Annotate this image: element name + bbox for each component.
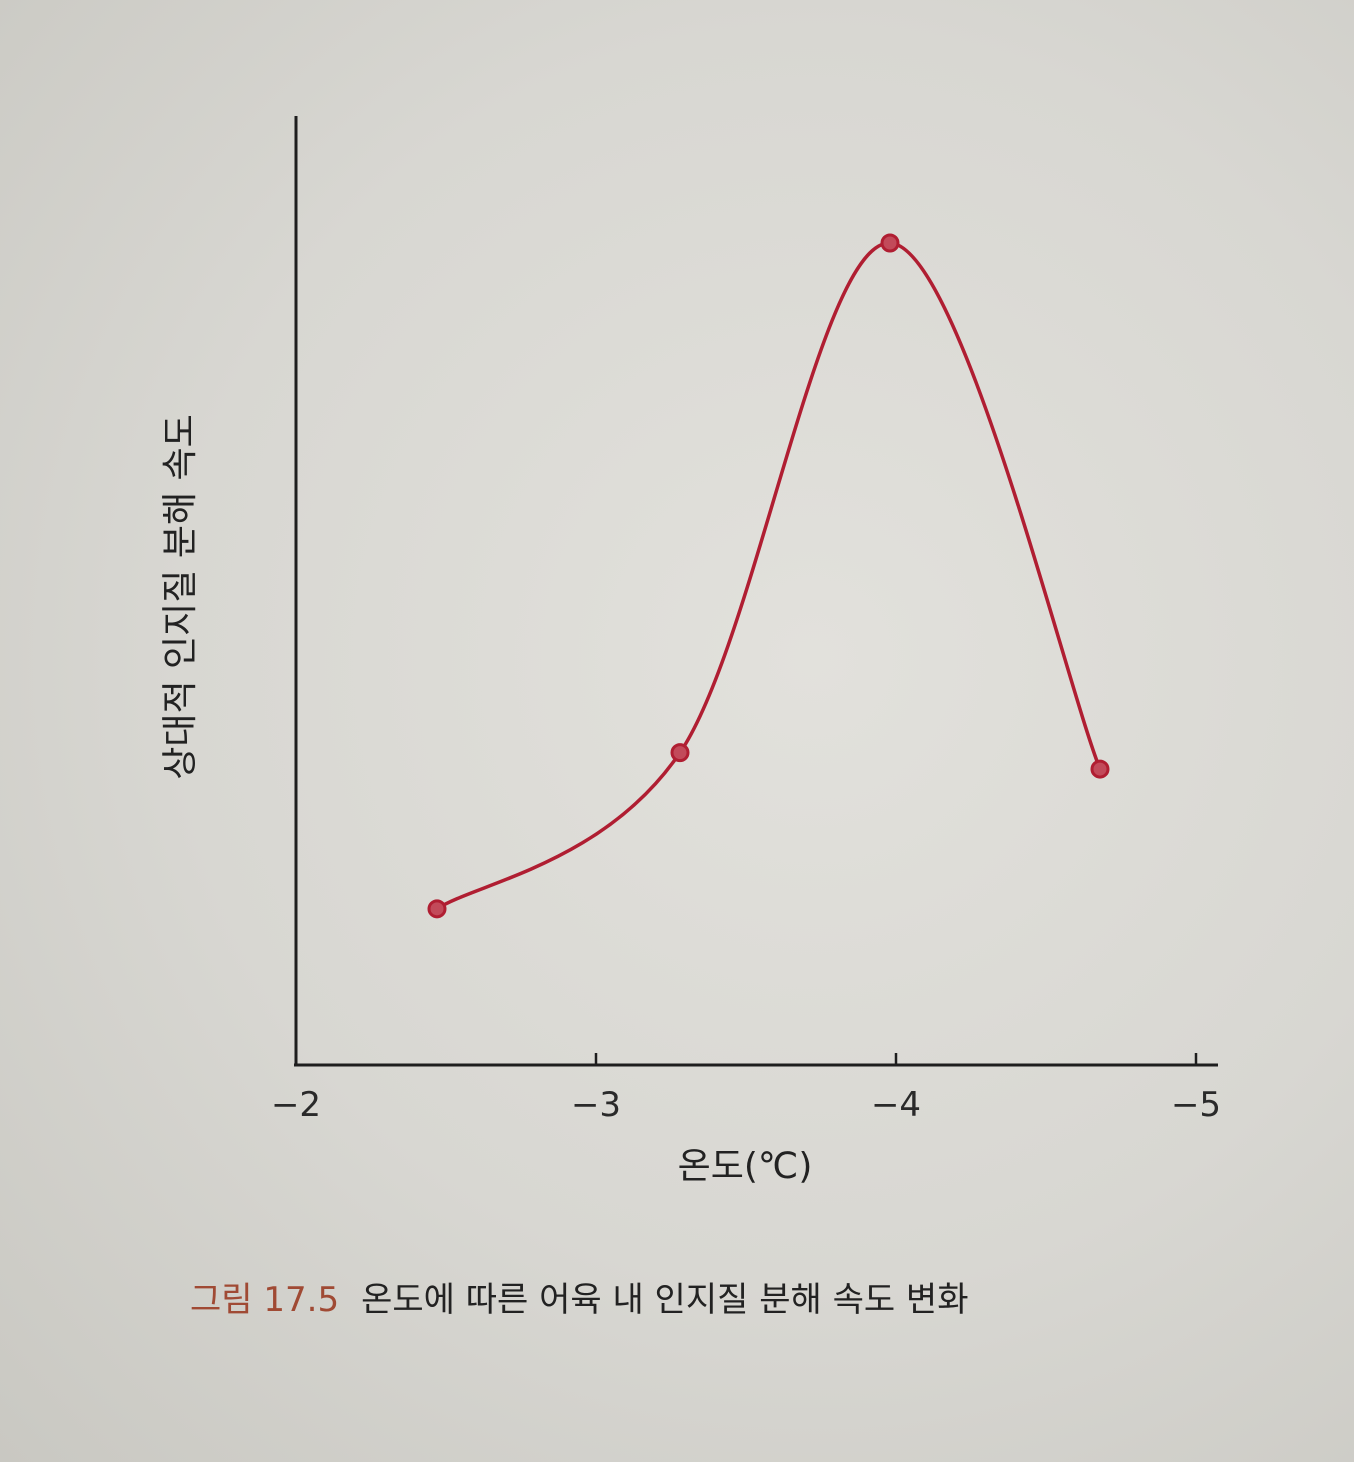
x-tick-label: −2 <box>271 1085 321 1125</box>
data-point <box>1090 759 1110 779</box>
y-axis-title: 상대적 인지질 분해 속도 <box>160 414 201 780</box>
x-axis-title: 온도(℃) <box>678 1146 813 1187</box>
figure-title: 온도에 따른 어육 내 인지질 분해 속도 변화 <box>361 1280 969 1320</box>
figure-number: 그림 17.5 <box>190 1280 340 1320</box>
data-point <box>880 233 900 253</box>
data-point <box>670 743 690 763</box>
x-axis-ticks: −2 −3 −4 −5 <box>271 1053 1221 1125</box>
series-line <box>436 241 1102 911</box>
x-tick-label: −4 <box>871 1085 921 1125</box>
x-tick-label: −3 <box>571 1085 621 1125</box>
data-point <box>427 899 447 919</box>
x-tick-label: −5 <box>1171 1085 1221 1125</box>
figure-caption: 그림 17.5 온도에 따른 어육 내 인지질 분해 속도 변화 <box>190 1272 1240 1321</box>
data-points <box>427 233 1110 919</box>
